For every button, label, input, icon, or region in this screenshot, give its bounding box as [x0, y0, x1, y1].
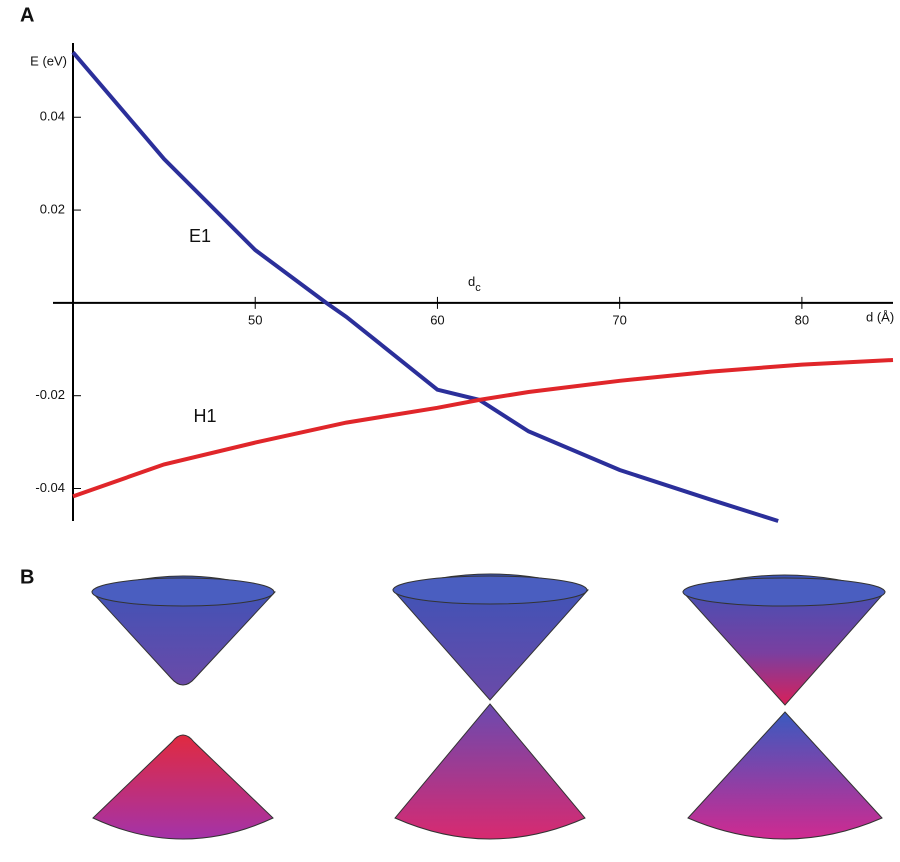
cone-rim	[91, 577, 275, 607]
cone-rim	[392, 575, 588, 605]
series-label: H1	[193, 406, 216, 426]
band-cones	[91, 573, 886, 840]
y-tick-label: -0.04	[35, 480, 65, 495]
x-tick-label: 70	[612, 312, 626, 327]
annotation: dc	[468, 274, 481, 293]
panel-label: B	[20, 566, 34, 588]
line	[71, 51, 779, 523]
y-axis-label: E (eV)	[30, 53, 67, 68]
series-label: E1	[189, 226, 211, 246]
cone	[394, 703, 586, 840]
cone	[687, 711, 883, 840]
x-axis-label: d (Å)	[866, 309, 894, 324]
y-tick-label: -0.02	[35, 387, 65, 402]
y-tick-label: 0.04	[40, 109, 65, 124]
cone-rim	[682, 577, 886, 607]
panel-label: A	[20, 4, 34, 26]
annotation-text: d	[468, 274, 475, 289]
x-tick-label: 80	[795, 312, 809, 327]
line	[72, 358, 894, 499]
cone	[92, 734, 274, 840]
annotation-sub: c	[475, 282, 481, 294]
y-tick-label: 0.02	[40, 202, 65, 217]
x-tick-label: 50	[248, 312, 262, 327]
x-tick-label: 60	[430, 312, 444, 327]
